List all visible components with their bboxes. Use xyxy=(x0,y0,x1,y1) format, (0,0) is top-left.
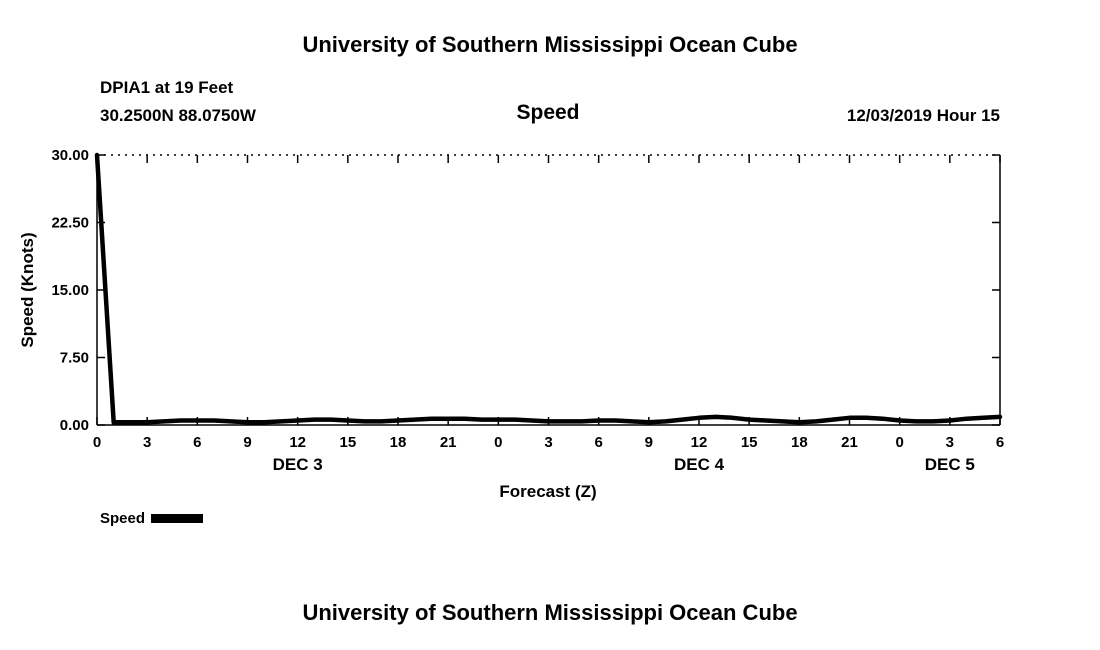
x-tick-label: 21 xyxy=(440,434,457,451)
x-tick-label: 9 xyxy=(645,434,653,451)
x-tick-label: 6 xyxy=(996,434,1004,451)
x-tick-label: 15 xyxy=(339,434,356,451)
page-title: University of Southern Mississippi Ocean… xyxy=(302,32,798,57)
footer-title: University of Southern Mississippi Ocean… xyxy=(302,600,798,625)
legend-line-swatch xyxy=(151,514,204,523)
y-tick-label: 30.00 xyxy=(51,147,89,164)
station-label: DPIA1 at 19 Feet xyxy=(100,78,234,97)
station-coordinates: 30.2500N 88.0750W xyxy=(100,106,256,125)
x-tick-label: 18 xyxy=(791,434,808,451)
x-tick-label: 12 xyxy=(289,434,306,451)
x-tick-label: 0 xyxy=(93,434,101,451)
y-tick-label: 15.00 xyxy=(51,282,89,299)
y-tick-label: 7.50 xyxy=(60,350,89,367)
x-tick-label: 18 xyxy=(390,434,407,451)
x-tick-label: 15 xyxy=(741,434,758,451)
day-label: DEC 4 xyxy=(674,455,725,474)
legend-label: Speed xyxy=(100,510,146,527)
y-tick-label: 22.50 xyxy=(51,215,89,232)
day-label: DEC 3 xyxy=(273,455,323,474)
y-tick-label: 0.00 xyxy=(60,417,89,434)
x-tick-label: 21 xyxy=(841,434,858,451)
x-axis-label: Forecast (Z) xyxy=(499,482,597,501)
x-tick-label: 6 xyxy=(594,434,602,451)
run-time-label: 12/03/2019 Hour 15 xyxy=(846,106,1000,125)
x-tick-label: 6 xyxy=(193,434,201,451)
x-tick-label: 3 xyxy=(544,434,552,451)
x-tick-label: 12 xyxy=(691,434,708,451)
x-tick-label: 0 xyxy=(895,434,903,451)
day-label: DEC 5 xyxy=(925,455,975,474)
x-tick-label: 3 xyxy=(946,434,954,451)
chart-title: Speed xyxy=(516,101,580,124)
x-tick-label: 3 xyxy=(143,434,151,451)
x-tick-label: 9 xyxy=(243,434,251,451)
x-tick-label: 0 xyxy=(494,434,502,451)
speed-series-line xyxy=(94,152,1003,425)
legend: Speed xyxy=(100,510,204,527)
